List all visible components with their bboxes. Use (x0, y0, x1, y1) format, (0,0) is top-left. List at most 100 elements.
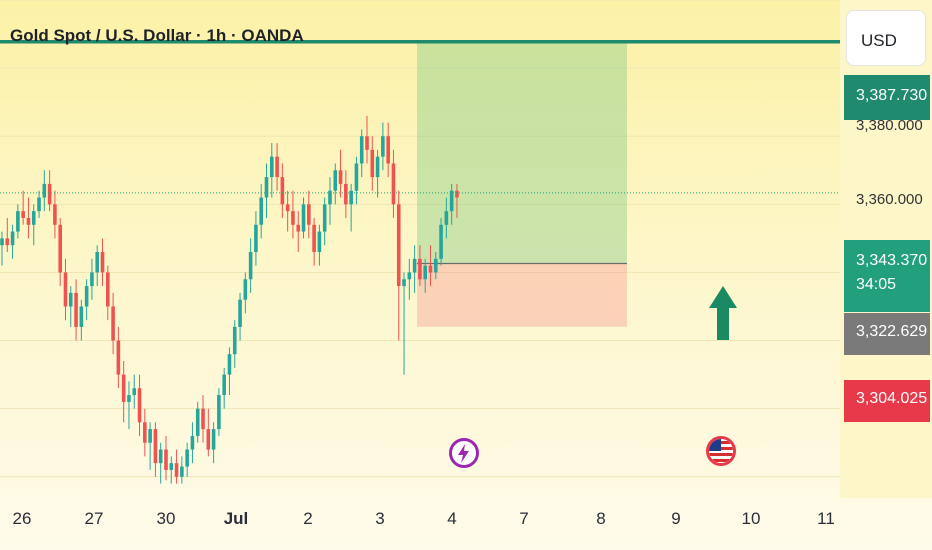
candle-body (111, 306, 115, 341)
x-axis-tick: 3 (375, 509, 385, 528)
candle-body (381, 136, 385, 157)
candle-body (423, 265, 427, 280)
candle-body (396, 204, 401, 287)
candle-body (291, 211, 295, 225)
candle-body (433, 258, 438, 273)
candle-body (328, 190, 332, 205)
candle-body (418, 258, 422, 280)
candle-body (359, 136, 364, 164)
candle-body (333, 170, 338, 191)
candle-body (296, 224, 301, 232)
candle-body (47, 183, 52, 205)
candle-body (201, 408, 205, 430)
candle-body (190, 435, 195, 450)
candle-body (90, 272, 94, 287)
candle-body (116, 340, 121, 375)
target-price-label: 3,387.730 (856, 87, 928, 104)
currency-button[interactable]: USD (846, 10, 926, 66)
candle-body (206, 429, 211, 450)
lightning-icon[interactable] (449, 438, 479, 468)
price-scale-tick: 3,360.000 (856, 191, 923, 208)
candle-body (169, 463, 174, 470)
candle-body (143, 422, 147, 443)
candle-body (127, 395, 131, 402)
candle-body (42, 183, 47, 198)
candle-body (95, 252, 100, 273)
loss-zone (417, 263, 627, 327)
x-axis-tick: 8 (596, 509, 606, 528)
grid-layer (0, 0, 840, 478)
candle-body (275, 156, 279, 178)
candle-body (412, 258, 417, 273)
candle-body (317, 231, 322, 253)
candle-body (58, 224, 62, 273)
current-price-tag: 3,343.370 34:05 (844, 240, 930, 312)
candle-body (312, 224, 316, 253)
candle-body (370, 149, 375, 178)
candle-body (354, 163, 359, 191)
candle-body (391, 163, 396, 205)
candle-body (285, 204, 290, 212)
x-axis-tick: Jul (223, 509, 249, 528)
candle-body (100, 252, 105, 273)
candle-body (322, 204, 327, 232)
candle-body (158, 449, 163, 464)
candle-body (132, 388, 137, 396)
candle-body (243, 279, 248, 300)
candle-body (402, 279, 406, 287)
candle-body (222, 374, 226, 396)
candle-body (106, 272, 110, 307)
price-scale-tick: 3,380.000 (856, 117, 923, 134)
x-axis-tick: 30 (156, 509, 176, 528)
candle-body (238, 299, 242, 327)
candle-body (16, 211, 20, 232)
candle-body (53, 204, 57, 225)
candle-body (0, 238, 4, 246)
candle-body (180, 466, 184, 477)
candle-body (217, 395, 221, 430)
candle-body (338, 170, 343, 184)
candle-body (439, 224, 443, 259)
candle-body (63, 272, 68, 307)
candle-body (121, 374, 126, 402)
candle-body (31, 211, 36, 225)
us-flag-icon[interactable] (706, 436, 736, 466)
candle-body (232, 326, 237, 355)
candle-body (74, 292, 78, 327)
candle-body (259, 197, 264, 225)
candle-body (280, 177, 285, 205)
candle-body (79, 306, 84, 327)
candle-body (153, 429, 158, 464)
chart-title: Gold Spot / U.S. Dollar · 1h · OANDA (10, 26, 304, 45)
target-price-tag: 3,387.730 (844, 75, 930, 120)
candle-body (444, 211, 449, 225)
current-price-label: 3,343.370 (856, 252, 928, 269)
candle-body (21, 211, 25, 218)
candle-body (264, 177, 269, 198)
x-axis-tick: 10 (741, 509, 761, 528)
candle-body (386, 136, 390, 164)
candle-body (137, 388, 142, 423)
x-axis-tick: 11 (817, 509, 835, 528)
candle-body (307, 204, 311, 225)
candle-body (26, 217, 31, 225)
candle-body (185, 449, 189, 467)
x-axis-tick: 2 (303, 509, 313, 528)
candle-body (68, 292, 73, 307)
candle-body (455, 190, 459, 198)
candle-body (37, 197, 41, 212)
candle-body (301, 204, 306, 232)
candle-body (211, 429, 216, 450)
candle-body (164, 449, 168, 470)
x-axis-tick: 4 (447, 509, 457, 528)
candle-body (344, 183, 348, 205)
candle-body (5, 238, 10, 246)
x-axis-tick: 26 (12, 509, 32, 528)
candles-layer (0, 115, 459, 484)
candle-body (227, 354, 232, 375)
candle-body (375, 156, 380, 178)
entry-price-tag: 3,322.629 (844, 313, 930, 355)
stop-price-label: 3,304.025 (856, 390, 928, 407)
stop-price-tag: 3,304.025 (844, 380, 930, 422)
